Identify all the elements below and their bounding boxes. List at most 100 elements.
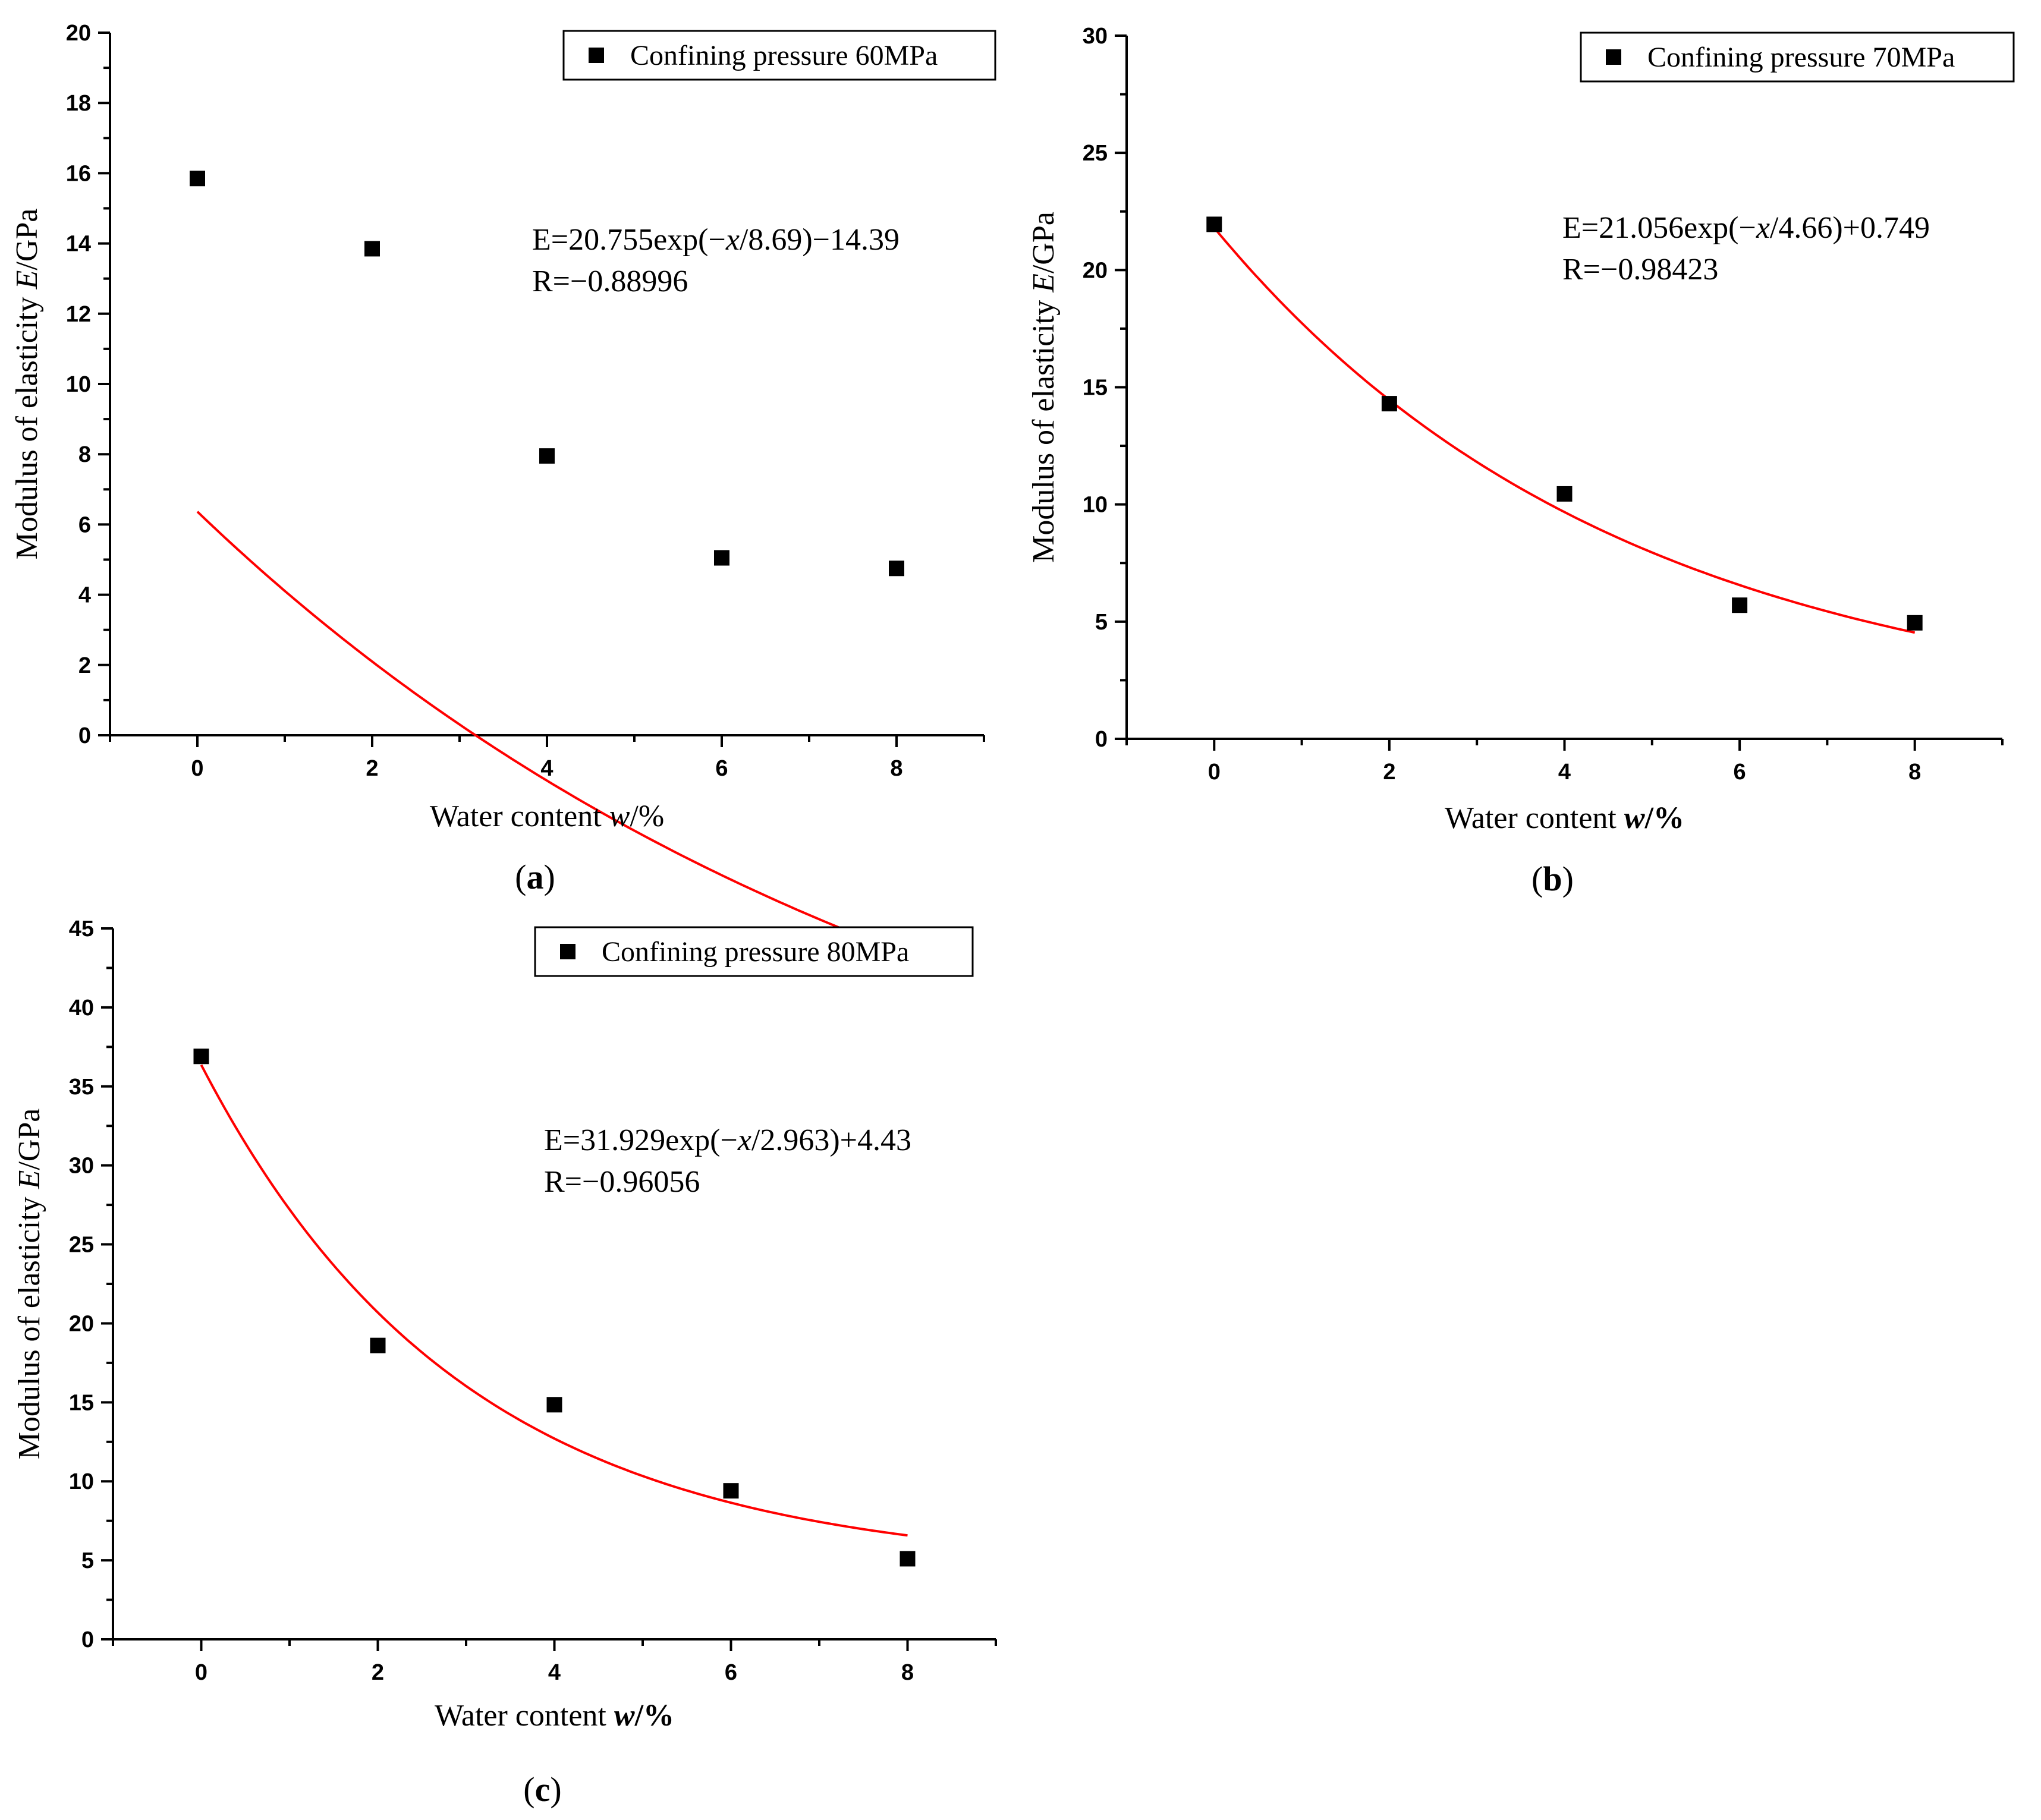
x-tick-label: 0	[195, 1660, 207, 1685]
x-axis-label: Water content w/%	[430, 799, 664, 833]
y-axis-variable: E	[12, 1170, 46, 1190]
y-tick-label: 5	[1095, 610, 1108, 635]
data-point	[546, 1397, 562, 1413]
y-tick-label: 10	[1083, 493, 1108, 518]
equation-variable: x	[725, 223, 740, 257]
x-axis-label: Water content w/%	[435, 1699, 674, 1733]
y-tick-label: 20	[66, 21, 91, 46]
x-axis-unit: /%	[1644, 801, 1684, 835]
chart-panel-b: 0 5 10 15 20 25 30 0 2 4 6 8 Confining pressure 70MP…	[1027, 24, 2015, 898]
x-tick-label: 8	[1908, 760, 1921, 785]
legend-marker	[589, 48, 604, 63]
y-tick-label: 18	[66, 91, 91, 116]
y-tick-label: 40	[69, 996, 94, 1021]
y-axis-label-text: Modulus of elasticity	[10, 297, 44, 559]
y-tick-label: 0	[81, 1627, 94, 1652]
x-tick-label: 8	[901, 1660, 914, 1685]
x-tick-label: 6	[715, 756, 728, 781]
x-tick-label: 0	[191, 756, 203, 781]
panel-letter: b	[1543, 859, 1562, 898]
data-point	[900, 1551, 916, 1567]
data-point	[190, 171, 205, 187]
data-point	[370, 1337, 386, 1353]
legend-marker	[560, 944, 575, 959]
legend-label: Confining pressure 70MPa	[1647, 42, 1955, 73]
y-tick-label: 15	[69, 1390, 94, 1415]
y-axis-unit: /GPa	[12, 1109, 46, 1170]
legend-label: Confining pressure 80MPa	[602, 936, 909, 968]
data-point	[193, 1048, 209, 1065]
legend-box	[562, 30, 996, 81]
y-tick-label: 30	[69, 1154, 94, 1179]
fit-equation: E=21.056exp(−x/4.66)+0.749	[1562, 211, 1930, 245]
y-tick-label: 20	[1083, 258, 1108, 283]
y-axis-variable: E	[1027, 273, 1061, 293]
y-axis-label-text: Modulus of elasticity	[1027, 300, 1061, 563]
equation-prefix: E=20.755exp(−	[532, 223, 726, 257]
y-axis-label: Modulus of elasticity E/GPa	[10, 209, 44, 560]
x-axis-unit: /%	[630, 799, 664, 833]
y-tick-label: 20	[69, 1311, 94, 1336]
y-tick-label: 5	[81, 1548, 94, 1573]
data-point	[1732, 597, 1748, 613]
fit-r-value: R=−0.88996	[532, 265, 688, 298]
legend-box	[1580, 32, 2015, 83]
fit-equation: E=31.929exp(−x/2.963)+4.43	[544, 1123, 911, 1157]
y-axis-label-text: Modulus of elasticity	[12, 1196, 46, 1459]
data-point	[1907, 615, 1923, 631]
y-tick-label: 35	[69, 1075, 94, 1100]
chart-panel-c: 0 5 10 15 20 25 30 35 40 45 0 2 4 6 8 Confining pressur…	[12, 917, 997, 1809]
x-axis-variable: w	[614, 1699, 635, 1733]
fit-curve	[1213, 226, 1916, 634]
x-axis-variable: w	[1624, 801, 1645, 835]
y-axis-label: Modulus of elasticity E/GPa	[1027, 212, 1061, 563]
x-tick-label: 2	[366, 756, 378, 781]
x-tick-label: 4	[1558, 760, 1571, 785]
x-tick-label: 2	[372, 1660, 384, 1685]
y-axis-variable: E	[10, 270, 44, 290]
y-tick-label: 10	[69, 1469, 94, 1494]
x-axis-label-text: Water content	[1445, 801, 1617, 835]
x-axis-label: Water content w/%	[1445, 801, 1684, 835]
y-tick-label: 12	[66, 302, 91, 327]
y-tick-label: 0	[1095, 727, 1108, 752]
data-point	[714, 550, 729, 566]
data-point	[1381, 396, 1397, 412]
x-tick-label: 4	[548, 1660, 561, 1685]
x-tick-label: 8	[890, 756, 902, 781]
equation-prefix: E=21.056exp(−	[1562, 211, 1756, 245]
y-tick-label: 25	[69, 1233, 94, 1258]
x-tick-label: 6	[725, 1660, 737, 1685]
y-tick-label: 2	[78, 653, 91, 678]
x-tick-label: 4	[540, 756, 553, 781]
y-tick-label: 25	[1083, 141, 1108, 166]
y-tick-label: 15	[1083, 376, 1108, 401]
panel-label: (a)	[515, 858, 555, 896]
fit-equation: E=20.755exp(−x/8.69)−14.39	[532, 223, 900, 257]
y-tick-label: 0	[78, 723, 91, 748]
panel-letter: a	[527, 858, 544, 896]
equation-prefix: E=31.929exp(−	[544, 1123, 738, 1157]
equation-suffix: /2.963)+4.43	[751, 1123, 911, 1157]
data-point	[1206, 216, 1222, 232]
y-tick-label: 30	[1083, 24, 1108, 49]
x-axis-variable: w	[609, 799, 630, 833]
y-tick-label: 6	[78, 512, 91, 537]
y-tick-label: 16	[66, 161, 91, 186]
equation-variable: x	[737, 1123, 751, 1157]
y-tick-label: 45	[69, 917, 94, 942]
y-tick-label: 14	[66, 232, 91, 257]
panel-label: (c)	[523, 1770, 561, 1809]
fit-curve	[200, 1064, 908, 1537]
equation-variable: x	[1756, 211, 1770, 245]
fit-r-value: R=−0.98423	[1562, 253, 1718, 286]
x-axis-unit: /%	[634, 1699, 674, 1733]
data-point	[1556, 486, 1573, 502]
y-tick-label: 10	[66, 372, 91, 397]
data-point	[723, 1483, 739, 1499]
panel-letter: c	[535, 1770, 551, 1809]
data-point	[889, 561, 904, 577]
legend-box	[534, 926, 974, 977]
fit-r-value: R=−0.96056	[544, 1165, 700, 1199]
